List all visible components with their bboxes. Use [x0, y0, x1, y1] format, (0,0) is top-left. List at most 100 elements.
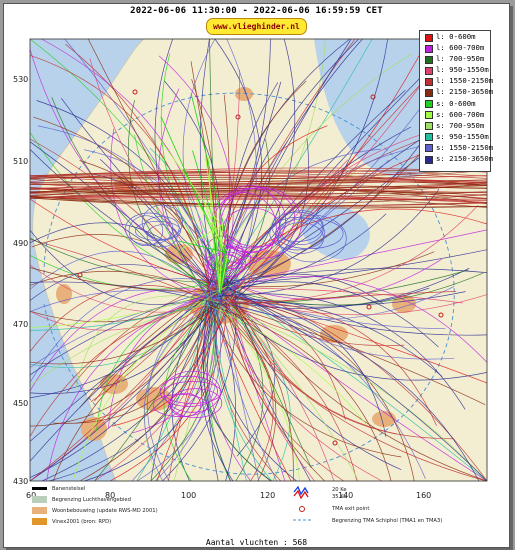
flight-track	[230, 299, 488, 482]
holding-track	[279, 210, 324, 245]
airport-boundary-swatch	[32, 496, 47, 503]
housing-swatch	[32, 507, 47, 514]
flight-track	[221, 283, 488, 482]
altitude-legend-label: l: 2150-3650m	[436, 87, 494, 97]
flight-track	[210, 293, 466, 410]
holding-track	[214, 247, 252, 269]
altitude-legend-swatch	[425, 77, 433, 86]
flight-track	[216, 38, 351, 286]
vinex-swatch	[32, 518, 47, 525]
flight-track	[211, 301, 291, 482]
flight-track	[230, 292, 426, 479]
flight-track	[226, 170, 357, 306]
altitude-legend-item: l: 950-1550m	[420, 64, 490, 75]
flight-track	[29, 197, 488, 209]
flight-track	[204, 290, 247, 482]
flight-track	[29, 192, 488, 199]
map-frame: 2022-06-06 11:30:00 - 2022-06-06 16:59:5…	[3, 3, 510, 548]
flight-track	[158, 137, 221, 295]
flight-count: Aantal vluchten : 568	[205, 538, 308, 547]
holding-track	[152, 394, 209, 417]
altitude-legend-swatch	[425, 122, 433, 131]
flight-track	[228, 138, 309, 297]
altitude-legend-label: l: 950-1550m	[436, 65, 489, 75]
flight-track	[212, 287, 463, 304]
altitude-legend-item: l: 1550-2150m	[420, 75, 493, 86]
altitude-legend-swatch	[425, 44, 433, 53]
tma-exit-point	[366, 304, 372, 310]
flight-track	[94, 298, 219, 402]
map-plot-area	[29, 38, 488, 482]
flight-track	[29, 281, 224, 306]
altitude-legend-swatch	[425, 66, 433, 75]
flight-track	[178, 240, 227, 295]
altitude-legend-item: l: 600-700m	[420, 42, 490, 53]
flight-track	[29, 149, 228, 289]
altitude-legend-item: s: 1550-2150m	[420, 142, 493, 153]
altitude-legend-swatch	[425, 111, 433, 120]
runway-legend-label: Banenstelsel	[52, 486, 86, 492]
flight-track	[230, 258, 442, 300]
x-tick-label: 80	[105, 491, 115, 500]
flight-track	[222, 272, 484, 306]
noise-20-label: 20 Ke	[332, 487, 347, 493]
y-tick-label: 430	[13, 477, 28, 486]
flight-track	[220, 138, 270, 291]
x-tick-label: 60	[26, 491, 36, 500]
flight-track	[29, 222, 212, 285]
flight-track	[207, 291, 236, 482]
flight-track	[204, 38, 373, 305]
x-tick-label: 120	[260, 491, 275, 500]
flight-track	[29, 267, 209, 292]
holding-track	[277, 222, 324, 254]
holding-track	[163, 381, 222, 404]
y-tick-label: 490	[13, 239, 28, 248]
flight-track	[209, 282, 234, 482]
housing-legend-label: Woonbebouwing (update RWS-MD 2001)	[52, 508, 158, 514]
y-tick-label: 530	[13, 75, 28, 84]
flight-track	[212, 213, 387, 293]
altitude-legend-item: l: 2150-3650m	[420, 86, 494, 97]
flight-track	[216, 298, 282, 482]
flight-track	[29, 176, 488, 187]
flight-track	[212, 290, 488, 316]
tma-exit-point	[77, 272, 83, 278]
flight-track	[209, 305, 392, 482]
flight-track	[160, 53, 234, 294]
altitude-legend-swatch	[425, 100, 433, 109]
flight-track	[29, 189, 488, 199]
x-tick-label: 140	[338, 491, 353, 500]
altitude-legend-item: s: 600-700m	[420, 109, 490, 120]
y-tick-label: 470	[13, 320, 28, 329]
flight-track	[231, 289, 488, 336]
flight-track	[212, 249, 488, 285]
noise-35-label: 35 Ke	[332, 494, 347, 500]
flight-track	[190, 93, 227, 295]
flight-track	[111, 287, 209, 427]
altitude-legend-swatch	[425, 133, 433, 142]
flight-track	[183, 170, 230, 295]
flight-track	[29, 264, 208, 313]
site-watermark[interactable]: www.vlieghinder.nl	[206, 18, 307, 35]
altitude-legend: l: 0-600m l: 600-700m l: 700-950m l: 950-15…	[419, 30, 494, 172]
flight-track	[29, 195, 488, 204]
plot-border	[29, 38, 488, 482]
flight-track	[29, 193, 488, 205]
flight-track-map: 530 510 490 470 450 430 60 80 100 120 14…	[13, 38, 488, 500]
flight-track	[29, 138, 216, 292]
flight-track	[220, 291, 457, 306]
flight-track	[150, 295, 224, 482]
flight-track	[29, 290, 212, 376]
flight-track	[96, 296, 225, 432]
flight-track	[228, 295, 415, 482]
altitude-legend-item: l: 0-600m	[420, 31, 490, 42]
flight-track	[230, 124, 434, 285]
tma-boundary-icon	[293, 519, 311, 521]
altitude-legend-swatch	[425, 144, 433, 153]
flight-track	[209, 205, 479, 303]
flight-track	[136, 287, 213, 482]
flight-track	[29, 181, 488, 189]
flight-track	[207, 282, 383, 482]
flight-track	[219, 282, 488, 482]
flight-track	[226, 295, 294, 482]
